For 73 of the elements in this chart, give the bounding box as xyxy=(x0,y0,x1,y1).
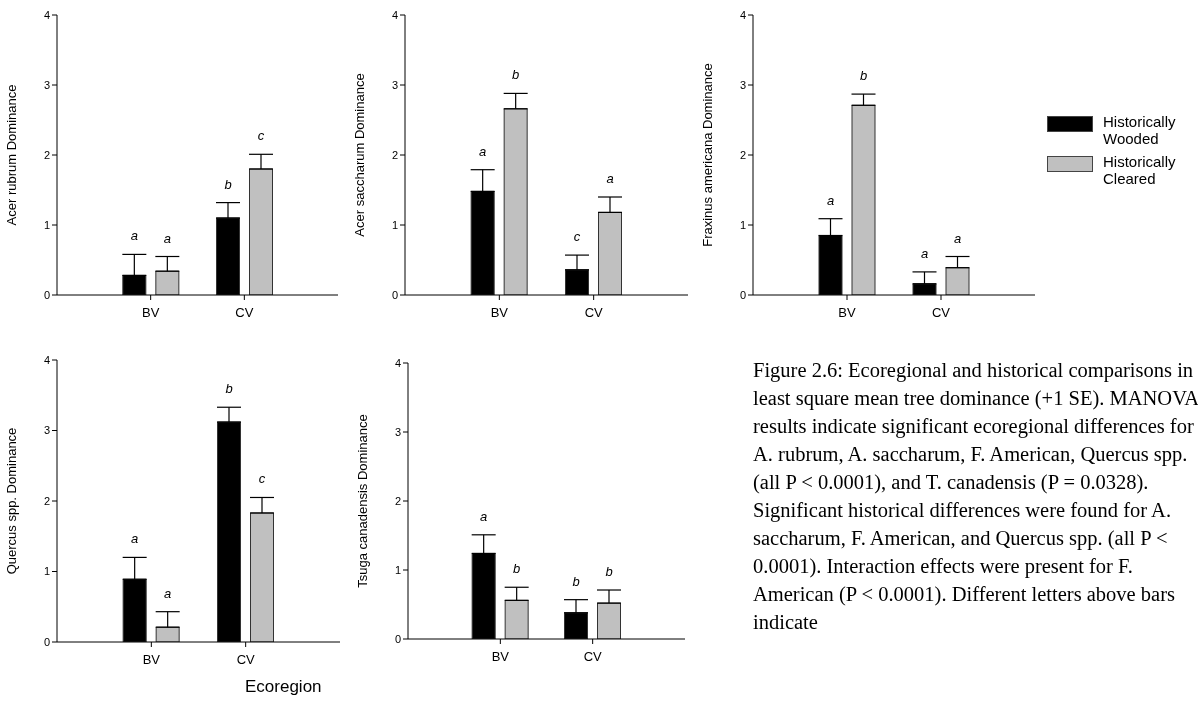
bar xyxy=(250,512,274,642)
y-axis-title: Acer saccharum Dominance xyxy=(352,73,367,237)
data-label: a xyxy=(164,585,172,601)
y-tick-label: 2 xyxy=(43,148,50,161)
x-tick-label: BV xyxy=(838,305,856,321)
data-label: b xyxy=(572,573,580,589)
y-tick-label: 1 xyxy=(394,563,401,576)
bar xyxy=(945,267,970,295)
y-tick-label: 2 xyxy=(43,494,50,507)
y-tick-label: 2 xyxy=(391,148,398,161)
y-tick-label: 1 xyxy=(739,218,746,231)
data-label: a xyxy=(480,508,488,524)
x-tick-label: CV xyxy=(931,305,951,321)
legend-label: Historically Wooded xyxy=(1103,113,1177,147)
y-tick-label: 4 xyxy=(43,353,50,366)
x-tick-label: CV xyxy=(236,652,256,668)
x-tick-label: BV xyxy=(491,649,510,665)
x-tick-label: CV xyxy=(584,305,604,321)
x-tick-label: BV xyxy=(141,305,160,321)
data-label: a xyxy=(920,245,929,261)
y-tick-label: 4 xyxy=(391,8,398,21)
bar xyxy=(503,108,528,295)
data-label: b xyxy=(512,67,520,83)
bar xyxy=(851,104,876,295)
y-axis-title: Quercus spp. Dominance xyxy=(4,427,19,575)
y-tick-label: 3 xyxy=(394,425,401,438)
data-label: a xyxy=(130,228,138,244)
bar xyxy=(249,168,273,295)
data-label: a xyxy=(131,531,139,547)
data-label: a xyxy=(606,171,614,186)
data-label: a xyxy=(953,230,962,246)
data-label: a xyxy=(479,143,487,159)
data-label: b xyxy=(225,381,233,397)
data-label: c xyxy=(257,128,265,144)
data-label: a xyxy=(826,192,835,208)
x-axis-title: Ecoregion xyxy=(245,677,322,697)
data-label: b xyxy=(605,564,613,580)
y-tick-label: 1 xyxy=(43,218,50,231)
bar xyxy=(598,211,622,295)
y-tick-label: 3 xyxy=(43,424,50,437)
x-tick-label: CV xyxy=(583,649,603,665)
y-tick-label: 4 xyxy=(43,8,50,21)
y-tick-label: 2 xyxy=(394,494,401,507)
data-label: a xyxy=(163,230,171,246)
y-tick-label: 3 xyxy=(739,78,746,91)
y-axis-title: Tsuga canadensis Dominance xyxy=(355,414,370,588)
x-tick-label: BV xyxy=(142,652,161,668)
y-tick-label: 0 xyxy=(43,288,50,301)
y-axis-title: Acer rubrum Dominance xyxy=(4,84,19,226)
bar xyxy=(597,602,621,639)
data-label: b xyxy=(859,68,868,84)
y-tick-label: 4 xyxy=(739,8,746,21)
bar xyxy=(504,599,529,639)
y-tick-label: 3 xyxy=(391,78,398,91)
x-tick-label: CV xyxy=(235,305,254,321)
y-tick-label: 1 xyxy=(391,218,398,231)
y-tick-label: 0 xyxy=(739,288,746,301)
legend-label: Historically Cleared xyxy=(1103,153,1177,187)
y-tick-label: 2 xyxy=(739,148,746,161)
data-label: b xyxy=(224,176,232,192)
data-label: c xyxy=(258,471,266,487)
data-label: c xyxy=(573,229,581,245)
text: Figure 2.6: Ecoregional and historical comparisons in least square mean tree dominance (+1 SE). MANOVA results indicate significant ecoregional differences for A. rubrum, A. saccharum, F. American, Quercus spp. (all P < 0.0001), and T. canadensis (P = 0.0328). Significant historical differences were found for A. saccharum, F. American, and Quercus spp. (all P < 0.0001). Interaction effects were present for F. American (P < 0.0001). Different letters above bars indicate xyxy=(753,359,1198,633)
y-tick-label: 0 xyxy=(394,632,401,645)
y-tick-label: 1 xyxy=(43,565,50,578)
y-tick-label: 3 xyxy=(43,78,50,91)
y-tick-label: 4 xyxy=(394,356,401,369)
bar xyxy=(155,270,180,295)
y-tick-label: 0 xyxy=(43,635,50,648)
data-label: b xyxy=(513,561,521,577)
y-tick-label: 0 xyxy=(391,288,398,301)
x-tick-label: BV xyxy=(490,305,509,321)
y-axis-title: Fraxinus americana Dominance xyxy=(700,63,715,247)
